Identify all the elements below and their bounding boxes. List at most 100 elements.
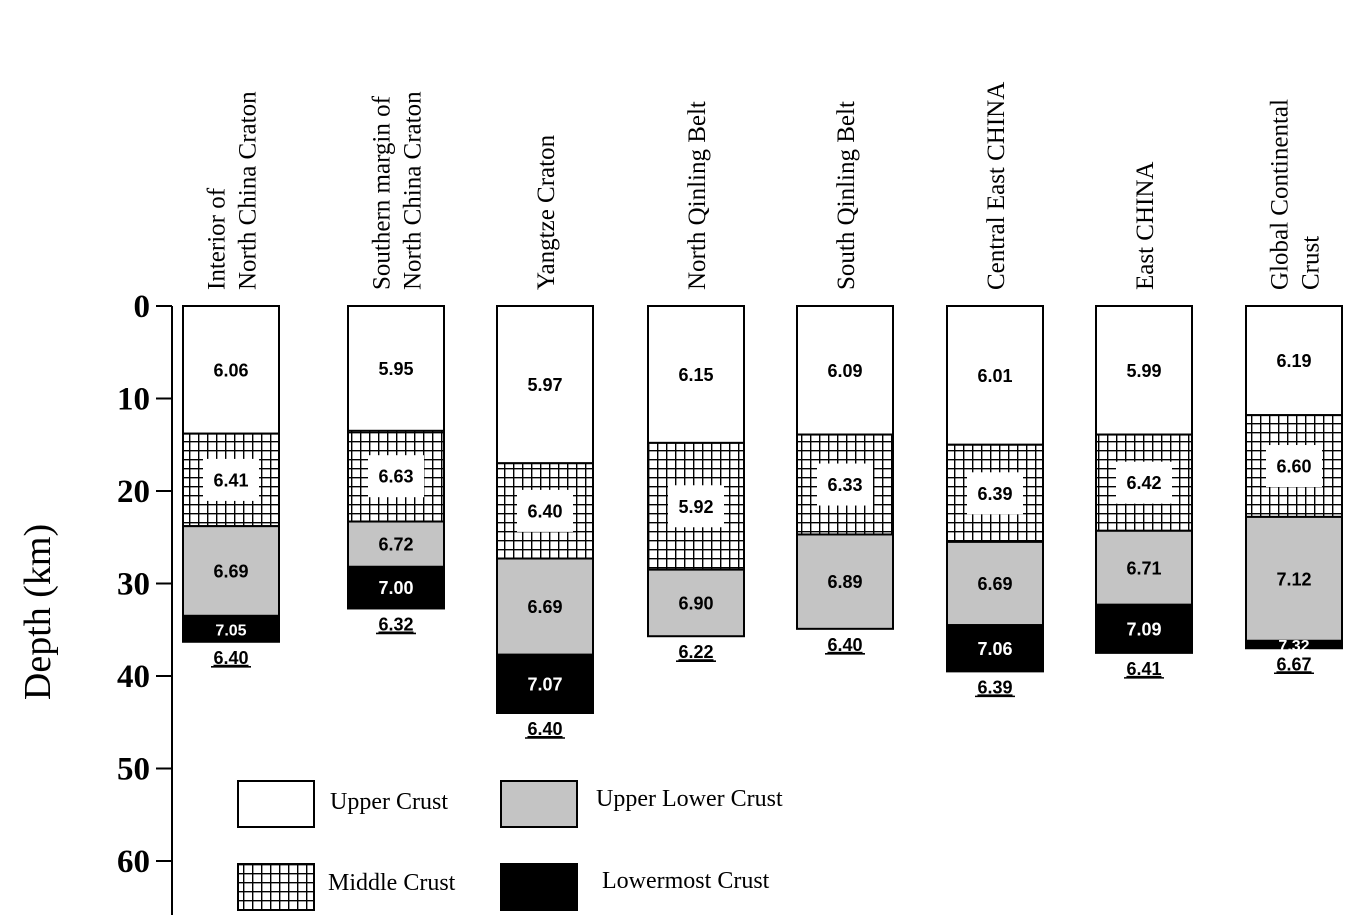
y-tick-label: 50	[117, 752, 150, 788]
y-tick-label: 60	[117, 844, 150, 880]
layer-value-label: 6.40	[527, 501, 562, 521]
layer-lowermost	[347, 565, 445, 610]
layer-value-label: 6.39	[977, 484, 1012, 504]
column-title: Global Continental Crust	[1267, 99, 1325, 290]
layer-upper	[1245, 305, 1343, 417]
base-value-label: 6.22	[678, 642, 713, 662]
layer-upper-lower	[496, 557, 594, 656]
layer-value-label: 7.00	[378, 578, 413, 598]
y-tick-label: 20	[117, 474, 150, 510]
column-3: North Qinling Belt 6.15 5.92 6.90 6.22	[647, 101, 745, 662]
y-tick-label: 30	[117, 567, 150, 603]
value-label-background	[203, 458, 259, 501]
column-title-line: North China Craton	[400, 91, 427, 290]
y-tick-label: 0	[134, 289, 151, 325]
base-value-label: 6.32	[378, 614, 413, 634]
column-title-line: Yangtze Craton	[533, 134, 560, 290]
legend-item-upper-lower: Upper Lower Crust	[500, 780, 783, 828]
layer-upper-lower	[946, 540, 1044, 627]
column-title: Interior of North China Craton	[204, 91, 262, 290]
layer-upper	[496, 305, 594, 465]
y-tick-label: 10	[117, 382, 150, 418]
layer-value-label: 5.97	[527, 375, 562, 395]
column-4: South Qinling Belt 6.09 6.33 6.89 6.40	[796, 101, 894, 655]
layer-value-label: 6.15	[678, 365, 713, 385]
legend-item-lowermost: Lowermost Crust	[500, 863, 770, 911]
column-title-line: South Qinling Belt	[833, 101, 860, 290]
legend-label: Middle Crust	[328, 870, 456, 896]
columns: Interior of North China Craton6.066.416.6…	[182, 82, 1343, 739]
layer-value-label: 6.33	[827, 475, 862, 495]
y-axis-label: Depth (km)	[17, 524, 59, 700]
layer-value-label: 6.09	[827, 361, 862, 381]
layer-value-label: 6.41	[213, 470, 248, 490]
layer-upper-lower	[182, 525, 280, 617]
y-tick-label: 40	[117, 659, 150, 695]
layer-lowermost	[946, 624, 1044, 673]
legend-item-middle: Middle Crust	[237, 863, 456, 911]
column-title-line: Interior of	[204, 187, 231, 290]
column-title-line: North China Craton	[235, 91, 262, 290]
legend-swatch	[237, 863, 315, 911]
column-7: Global Continental Crust 6.19 6.60 7.12 7.326…	[1245, 99, 1343, 674]
layer-lowermost	[496, 653, 594, 714]
column-title-line: Global Continental	[1267, 99, 1294, 290]
value-label-background	[1266, 445, 1322, 488]
layer-value-label: 6.06	[213, 360, 248, 380]
layer-lowermost	[182, 614, 280, 643]
layer-value-label: 6.19	[1276, 351, 1311, 371]
layer-value-label: 7.09	[1126, 619, 1161, 639]
layer-lowermost	[1245, 639, 1343, 650]
legend-swatch	[237, 780, 315, 828]
column-6: East CHINA 5.99 6.42 6.71 7.09 6.41	[1095, 162, 1193, 679]
value-label-background	[817, 463, 873, 506]
legend-swatch	[500, 780, 578, 828]
column-title-line: East CHINA	[1132, 162, 1159, 290]
value-label-background	[368, 455, 424, 498]
column-title: Central East CHINA	[983, 82, 1010, 290]
column-0: Interior of North China Craton 6.06 6.41 6.6…	[182, 91, 280, 668]
column-title-line: Southern margin of	[369, 95, 396, 290]
layer-upper-lower	[796, 533, 894, 630]
layer-upper	[946, 305, 1044, 446]
column-title-line: Crust	[1298, 236, 1325, 290]
layer-upper	[182, 305, 280, 435]
column-2: Yangtze Craton 5.97 6.40 6.69 7.07 6.40	[496, 134, 594, 739]
layer-upper	[796, 305, 894, 436]
base-value-label: 6.40	[213, 648, 248, 668]
base-value-label: 6.67	[1276, 654, 1311, 674]
legend: Upper Crust Upper Lower Crust Middle Crust…	[237, 780, 783, 911]
value-label-background	[668, 485, 724, 528]
legend-label: Upper Crust	[330, 789, 448, 815]
layer-value-label: 7.12	[1276, 569, 1311, 589]
column-title-line: North Qinling Belt	[684, 101, 711, 290]
legend-swatch	[500, 863, 578, 911]
layer-value-label: 6.42	[1126, 473, 1161, 493]
layer-value-label: 7.07	[527, 674, 562, 694]
value-label-background	[1116, 461, 1172, 504]
column-title: South Qinling Belt	[833, 101, 860, 290]
column-title-line: Central East CHINA	[983, 82, 1010, 290]
value-label-background	[517, 489, 573, 532]
layer-value-label: 6.71	[1126, 558, 1161, 578]
layer-value-label: 7.06	[977, 639, 1012, 659]
base-value-label: 6.40	[827, 635, 862, 655]
layer-value-label: 6.69	[527, 597, 562, 617]
layer-value-label: 6.90	[678, 593, 713, 613]
column-title: Southern margin of North China Craton	[369, 91, 427, 290]
layer-value-label: 7.32	[1278, 638, 1309, 655]
layer-value-label: 6.89	[827, 572, 862, 592]
base-value-label: 6.39	[977, 677, 1012, 697]
layer-value-label: 6.63	[378, 467, 413, 487]
column-title: Yangtze Craton	[533, 134, 560, 290]
layer-value-label: 6.69	[213, 562, 248, 582]
layer-value-label: 6.72	[378, 535, 413, 555]
layer-upper-lower	[1095, 529, 1193, 606]
layer-value-label: 6.01	[977, 366, 1012, 386]
legend-label: Lowermost Crust	[602, 868, 770, 894]
legend-label: Upper Lower Crust	[596, 786, 783, 812]
layer-value-label: 6.60	[1276, 457, 1311, 477]
layer-value-label: 6.69	[977, 574, 1012, 594]
layer-upper	[647, 305, 745, 444]
